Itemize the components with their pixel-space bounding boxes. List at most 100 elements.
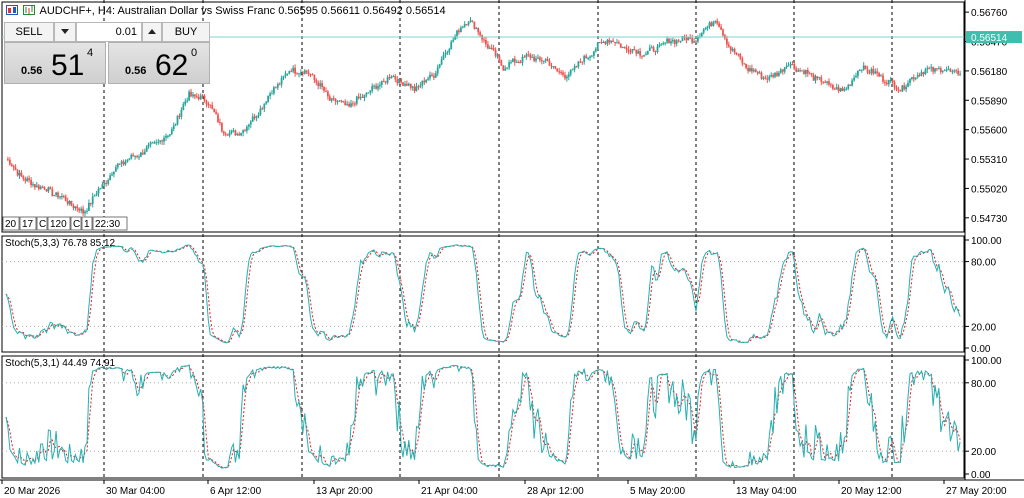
stoch-main-line [5, 244, 961, 344]
candle-body [269, 93, 271, 96]
sell-button[interactable]: SELL [4, 22, 54, 42]
candle-body [151, 142, 154, 144]
candle-body [907, 83, 909, 87]
sell-price-box[interactable]: 0.56 51 4 [4, 42, 106, 84]
candle-body [263, 103, 266, 109]
candle-body [778, 72, 780, 76]
candle-body [477, 28, 480, 33]
candle-body [16, 170, 19, 176]
stoch-axis-label: 100.00 [971, 236, 1002, 247]
time-label: 28 Apr 12:00 [527, 486, 584, 497]
candle-body [317, 82, 320, 86]
candle-body [319, 83, 322, 87]
candle-body [460, 27, 462, 33]
candle-body [483, 39, 485, 41]
candle-body [296, 73, 298, 75]
candle-body [342, 101, 345, 102]
candle-body [531, 56, 534, 58]
candle-body [138, 156, 140, 158]
candle-body [458, 30, 460, 33]
buy-price-box[interactable]: 0.56 62 0 [108, 42, 210, 84]
candle-body [741, 58, 744, 64]
candle-body [943, 69, 946, 71]
candle-body [895, 87, 898, 90]
candle-body [776, 72, 778, 76]
candle-body [589, 56, 591, 58]
candle-body [891, 79, 894, 83]
candle-body [78, 208, 81, 211]
candle-body [564, 74, 566, 79]
chevron-up-icon [148, 29, 156, 34]
candle-body [872, 69, 875, 74]
window-icon [6, 5, 18, 15]
candle-body [936, 68, 938, 70]
price-axis-label: 0.55310 [971, 155, 1008, 166]
chart-type-icon [23, 5, 36, 15]
candle-body [567, 74, 570, 77]
candle-body [236, 133, 239, 136]
stoch-axis-label: 100.00 [971, 356, 1002, 367]
candle-body [7, 159, 9, 161]
candle-body [22, 176, 25, 179]
candle-body [729, 46, 732, 51]
candle-body [733, 48, 736, 53]
candle-body [242, 130, 244, 133]
candle-body [45, 189, 48, 192]
candle-body [857, 70, 859, 77]
candle-body [340, 100, 343, 102]
lot-increase-button[interactable] [142, 22, 162, 42]
period-scale-cell [19, 216, 37, 231]
candle-body [278, 84, 281, 86]
candle-body [494, 49, 497, 56]
buy-button[interactable]: BUY [162, 22, 210, 42]
candle-body [947, 69, 950, 71]
candle-body [722, 29, 724, 36]
candle-body [739, 54, 742, 59]
lot-dropdown-button[interactable] [54, 22, 76, 42]
candle-body [338, 100, 341, 102]
candle-body [24, 178, 27, 181]
candle-body [949, 69, 952, 72]
candle-body [600, 42, 603, 44]
candle-body [359, 96, 362, 99]
candle-body [749, 68, 751, 72]
candle-body [423, 80, 426, 83]
lot-size-input[interactable]: 0.01 [76, 22, 142, 42]
candle-body [388, 77, 391, 79]
candle-body [938, 68, 940, 70]
candle-body [219, 122, 221, 123]
symbol-header: AUDCHF+, H4: Australian Dollar vs Swiss … [6, 5, 446, 17]
stoch-axis-label: 0.00 [971, 344, 991, 355]
candle-body [32, 184, 34, 186]
candle-body [145, 146, 148, 152]
candle-body [858, 70, 861, 71]
candle-body [168, 134, 171, 136]
candle-body [885, 82, 888, 85]
candle-body [86, 210, 88, 212]
candle-body [510, 61, 512, 63]
candle-body [645, 54, 647, 56]
candle-body [756, 71, 759, 74]
candle-body [188, 91, 190, 101]
candle-body [523, 56, 526, 58]
candle-body [126, 159, 129, 163]
candle-body [650, 47, 653, 49]
candle-body [375, 85, 377, 89]
candle-body [84, 211, 86, 214]
candle-body [874, 71, 877, 74]
candle-body [745, 64, 747, 69]
candle-body [182, 104, 185, 110]
candle-body [544, 59, 547, 61]
candle-body [74, 206, 77, 208]
candle-body [608, 39, 611, 43]
candle-body [953, 70, 956, 72]
candle-body [463, 24, 466, 27]
stoch-axis-label: 80.00 [971, 379, 996, 390]
candle-body [768, 76, 771, 80]
candle-body [350, 103, 352, 107]
candle-body [631, 49, 634, 52]
stochastic-pane-2-frame [1, 355, 965, 479]
candle-body [654, 51, 657, 53]
candle-body [34, 184, 36, 188]
